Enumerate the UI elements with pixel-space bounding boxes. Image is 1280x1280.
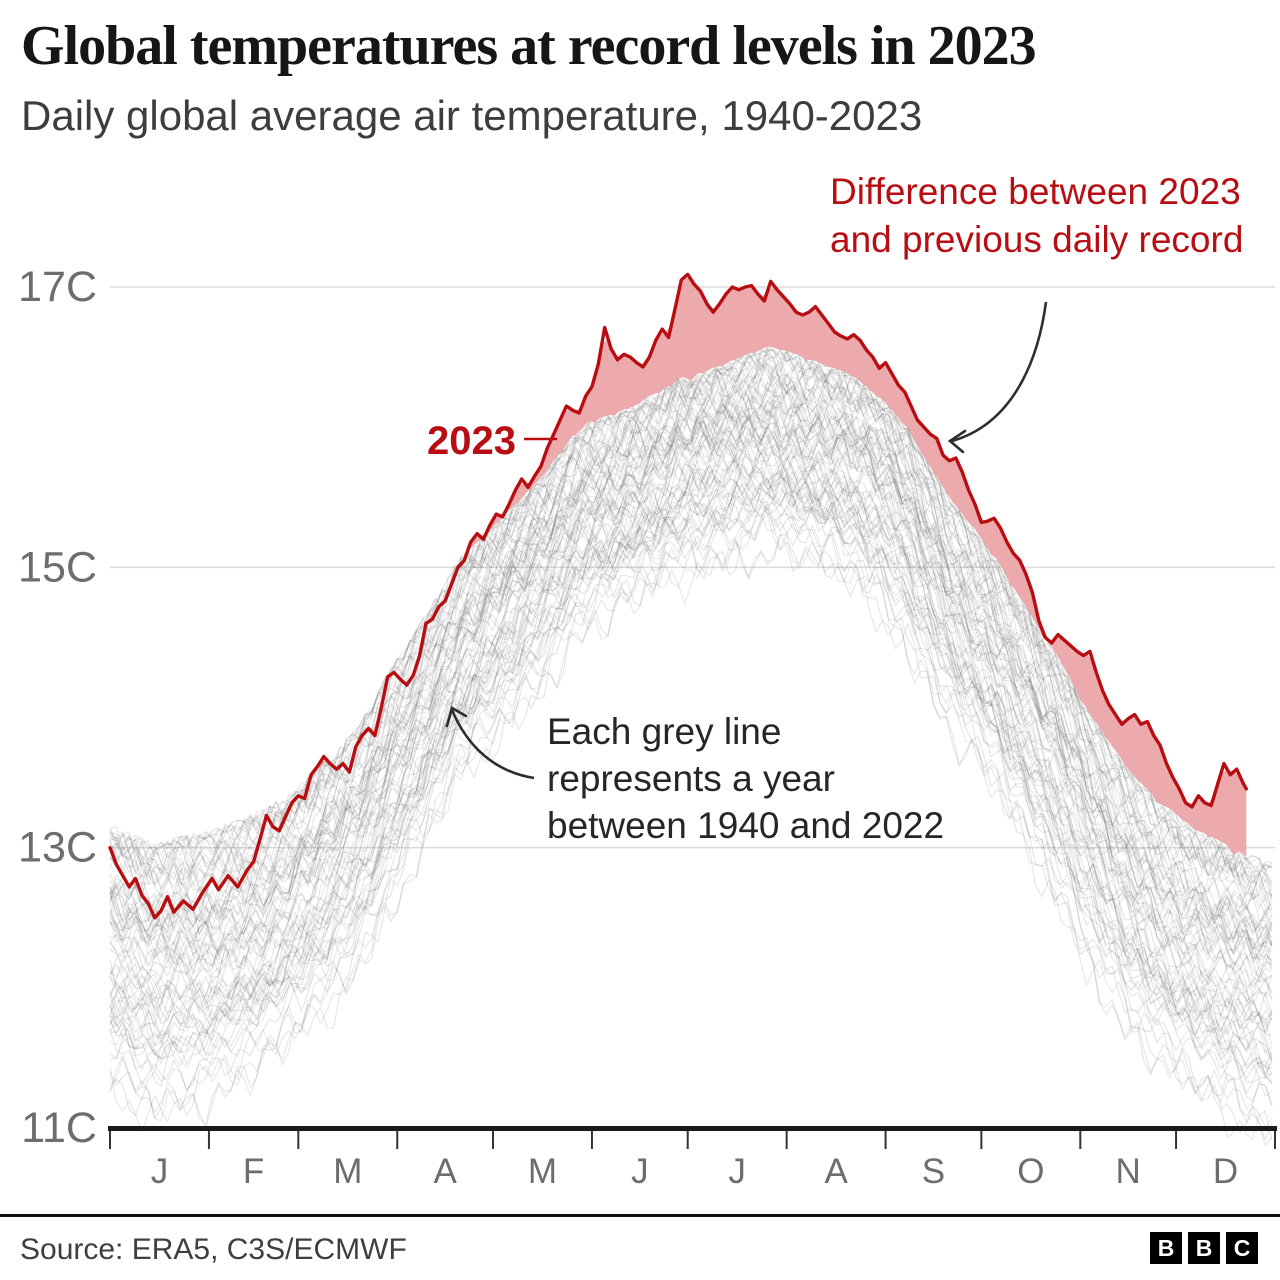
month-label: O xyxy=(1017,1152,1044,1191)
month-label: D xyxy=(1213,1152,1238,1191)
x-axis-line xyxy=(108,1126,1277,1131)
footer-divider xyxy=(0,1214,1280,1217)
infographic: J F M A M J J A S O N D 17C 15C 13C 11C Global temperat… xyxy=(0,0,1280,1280)
bbc-logo-block: C xyxy=(1226,1232,1258,1264)
annotation-record-note: Difference between 2023 and previous dai… xyxy=(830,168,1243,264)
annotation-grey-note: Each grey line represents a year between… xyxy=(547,708,944,849)
arrow-to-gap-icon xyxy=(952,302,1046,441)
bbc-logo-block: B xyxy=(1150,1232,1182,1264)
annotation-grey-note-line3: between 1940 and 2022 xyxy=(547,802,944,849)
month-label: J xyxy=(631,1152,649,1191)
month-label: F xyxy=(243,1152,264,1191)
month-label: M xyxy=(528,1152,557,1191)
bbc-logo: BBC xyxy=(1150,1232,1258,1264)
month-label: M xyxy=(333,1152,362,1191)
month-label: A xyxy=(824,1152,848,1191)
page-title: Global temperatures at record levels in … xyxy=(21,14,1261,78)
source-text: Source: ERA5, C3S/ECMWF xyxy=(20,1233,407,1267)
annotation-2023-label: 2023 xyxy=(427,419,516,464)
month-label: J xyxy=(151,1152,169,1191)
month-label: N xyxy=(1116,1152,1141,1191)
arrow-to-gap-head-icon xyxy=(950,431,965,452)
y-axis-label: 13C xyxy=(18,824,97,872)
y-axis-label: 11C xyxy=(21,1104,97,1152)
y-axis-label: 17C xyxy=(18,263,97,311)
annotation-record-note-line2: and previous daily record xyxy=(830,216,1243,264)
y-axis-label: 15C xyxy=(18,543,97,591)
month-label: S xyxy=(922,1152,945,1191)
bbc-logo-block: B xyxy=(1188,1232,1220,1264)
annotation-record-note-line1: Difference between 2023 xyxy=(830,168,1243,216)
page-subtitle: Daily global average air temperature, 19… xyxy=(21,92,1221,140)
month-label: J xyxy=(728,1152,746,1191)
annotation-grey-note-line2: represents a year xyxy=(547,755,944,802)
month-label: A xyxy=(433,1152,457,1191)
annotation-grey-note-line1: Each grey line xyxy=(547,708,944,755)
